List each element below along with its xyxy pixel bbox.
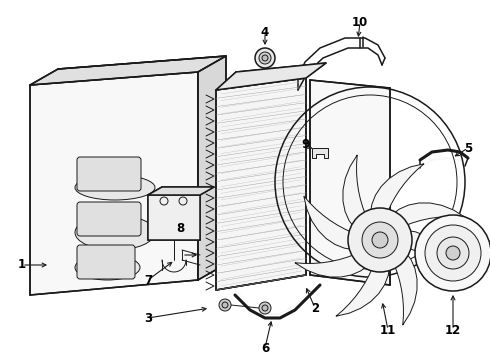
Polygon shape (148, 187, 214, 195)
Polygon shape (295, 254, 368, 277)
Text: 4: 4 (261, 26, 269, 39)
FancyBboxPatch shape (77, 157, 141, 191)
Text: 12: 12 (445, 324, 461, 337)
Text: 6: 6 (261, 342, 269, 355)
Polygon shape (304, 196, 354, 249)
FancyBboxPatch shape (77, 245, 135, 279)
Circle shape (362, 222, 398, 258)
Polygon shape (30, 56, 226, 85)
Circle shape (437, 237, 469, 269)
Polygon shape (216, 78, 306, 290)
Circle shape (222, 302, 228, 308)
Circle shape (255, 48, 275, 68)
Ellipse shape (75, 215, 155, 250)
Polygon shape (216, 63, 326, 90)
Circle shape (259, 52, 271, 64)
Text: 8: 8 (176, 221, 184, 234)
Polygon shape (30, 72, 198, 295)
Circle shape (372, 232, 388, 248)
Text: 11: 11 (380, 324, 396, 337)
Polygon shape (312, 148, 328, 158)
Polygon shape (310, 80, 390, 285)
Polygon shape (392, 203, 465, 226)
Polygon shape (370, 164, 424, 214)
Polygon shape (336, 266, 390, 316)
Ellipse shape (75, 255, 140, 280)
Ellipse shape (75, 175, 155, 200)
Text: 2: 2 (311, 302, 319, 315)
Text: 5: 5 (464, 141, 472, 154)
Polygon shape (406, 230, 456, 284)
Text: 3: 3 (144, 311, 152, 324)
Polygon shape (343, 155, 366, 228)
Polygon shape (148, 195, 200, 240)
Polygon shape (394, 252, 417, 325)
Text: 10: 10 (352, 15, 368, 28)
Circle shape (348, 208, 412, 272)
Polygon shape (198, 56, 226, 280)
Circle shape (446, 246, 460, 260)
Circle shape (262, 305, 268, 311)
Circle shape (415, 215, 490, 291)
Circle shape (425, 225, 481, 281)
Circle shape (262, 55, 268, 61)
Text: 1: 1 (18, 258, 26, 271)
Text: 7: 7 (144, 274, 152, 287)
FancyBboxPatch shape (77, 202, 141, 236)
Circle shape (219, 299, 231, 311)
Circle shape (259, 302, 271, 314)
Text: 9: 9 (301, 139, 309, 152)
